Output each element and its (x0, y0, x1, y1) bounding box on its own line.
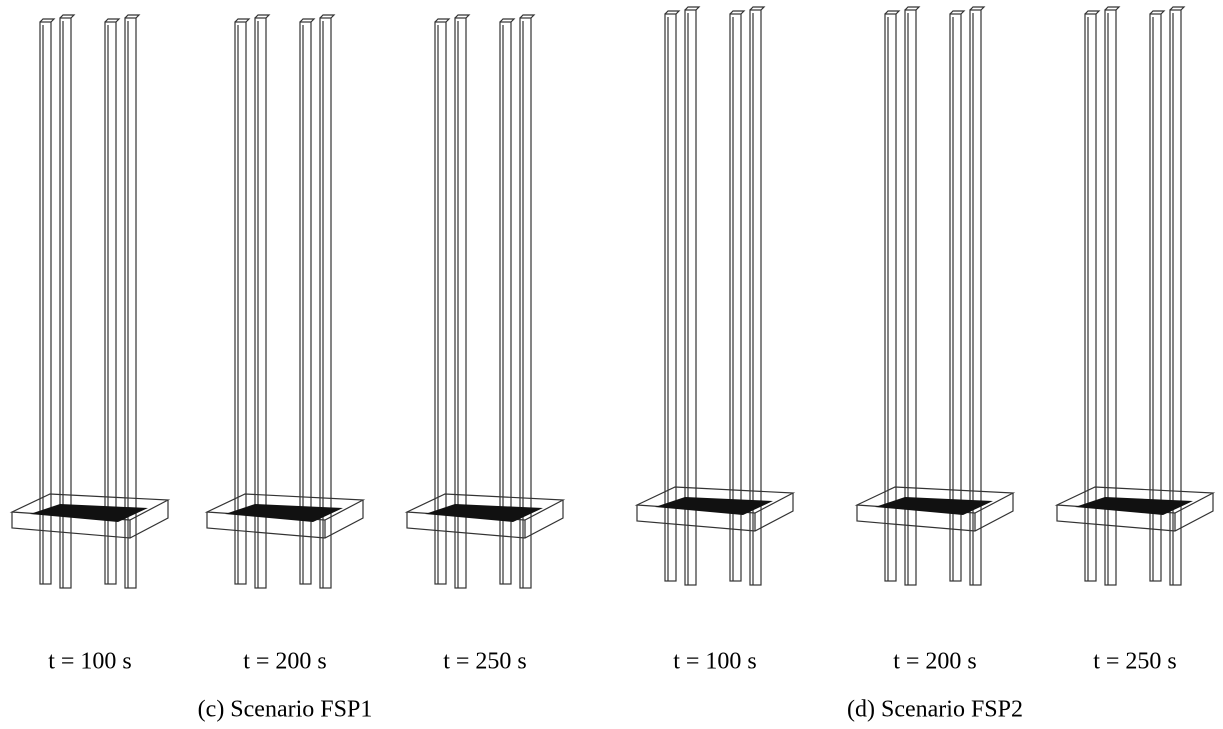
column (104, 21, 117, 585)
column (59, 17, 72, 589)
column-cap (1104, 6, 1121, 11)
column-cap (684, 6, 701, 11)
fire-plate (225, 504, 343, 522)
column-cap (1084, 10, 1101, 15)
column-cap (254, 14, 271, 19)
model-frame (1054, 6, 1216, 586)
column-cap (454, 14, 471, 19)
column (749, 9, 762, 586)
column-cap (234, 18, 251, 23)
time-label: t = 200 s (893, 649, 977, 675)
column-cap (104, 18, 121, 23)
column (1104, 9, 1117, 586)
column-cap (949, 10, 966, 15)
column-cap (434, 18, 451, 23)
column-cap (729, 10, 746, 15)
time-label: t = 100 s (48, 649, 132, 675)
column (299, 21, 312, 585)
model-frame (634, 6, 796, 586)
column (1084, 13, 1097, 582)
model-frame (204, 14, 366, 589)
column-cap (499, 18, 516, 23)
panel-caption: (d) Scenario FSP2 (847, 697, 1023, 723)
model-frame (9, 14, 171, 589)
column (519, 17, 532, 589)
time-label: t = 200 s (243, 649, 327, 675)
column-cap (39, 18, 56, 23)
column-cap (299, 18, 316, 23)
panel-caption: (c) Scenario FSP1 (198, 697, 373, 723)
column (124, 17, 137, 589)
model-frame (404, 14, 566, 589)
model-frame (854, 6, 1016, 586)
time-label: t = 100 s (673, 649, 757, 675)
column-cap (1169, 6, 1186, 11)
column-cap (519, 14, 536, 19)
column (454, 17, 467, 589)
fire-plate (875, 497, 993, 515)
column (1169, 9, 1182, 586)
column-cap (664, 10, 681, 15)
column-cap (969, 6, 986, 11)
time-label: t = 250 s (1093, 649, 1177, 675)
fire-plate (30, 504, 148, 522)
column (949, 13, 962, 582)
column-cap (124, 14, 141, 19)
fire-plate (1075, 497, 1193, 515)
column (884, 13, 897, 582)
column (254, 17, 267, 589)
column-cap (319, 14, 336, 19)
time-label: t = 250 s (443, 649, 527, 675)
column-cap (59, 14, 76, 19)
column (234, 21, 247, 585)
column (969, 9, 982, 586)
column (319, 17, 332, 589)
column-cap (1149, 10, 1166, 15)
column (39, 21, 52, 585)
column (499, 21, 512, 585)
column (904, 9, 917, 586)
column (434, 21, 447, 585)
column (684, 9, 697, 586)
column-cap (749, 6, 766, 11)
fire-plate (655, 497, 773, 515)
column-cap (904, 6, 921, 11)
fire-plate (425, 504, 543, 522)
column (729, 13, 742, 582)
column-cap (884, 10, 901, 15)
column (664, 13, 677, 582)
column (1149, 13, 1162, 582)
